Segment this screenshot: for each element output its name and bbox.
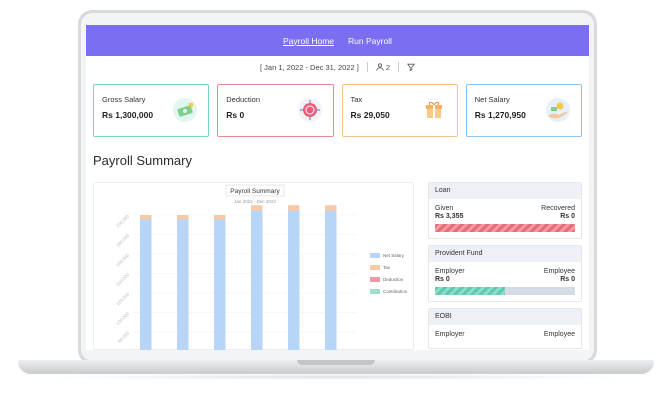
chart-title-box (225, 184, 285, 197)
y-tick-label: 80,000 (117, 330, 131, 344)
pf-progress-fill (435, 287, 505, 295)
net-salary-illustration-icon (546, 98, 570, 122)
y-tick-label: 200,000 (115, 213, 130, 228)
filter-button[interactable] (407, 63, 415, 71)
laptop-base (18, 360, 654, 374)
pf-employer-label: Employer (435, 268, 465, 275)
y-tick-label: 100,000 (115, 311, 130, 326)
top-nav-bar: Payroll Home Run Payroll (86, 25, 589, 56)
tax-gift-illustration-icon (425, 101, 442, 118)
pf-employer-value: Rs 0 (435, 276, 450, 283)
divider (366, 62, 368, 72)
card-label: Gross Salary (102, 95, 146, 104)
bar-net-salary (325, 210, 337, 350)
filter-bar: [ Jan 1, 2022 - Dec 31, 2022 ] 2 (86, 56, 589, 78)
tax-card[interactable]: Tax Rs 29,050 (341, 84, 458, 137)
bar-net-salary (140, 219, 152, 350)
legend-swatch (370, 289, 380, 294)
bar-net-salary (288, 210, 300, 350)
loan-given-value: Rs 3,355 (435, 213, 464, 220)
bar-tax (177, 215, 189, 220)
app-screen: Payroll Home Run Payroll [ Jan 1, 2022 -… (86, 25, 589, 350)
card-value: Rs 1,300,000 (102, 110, 154, 120)
bar-tax (140, 215, 152, 220)
deduction-card[interactable]: Deduction Rs 0 (217, 84, 334, 137)
loan-values: Rs 3,355 Rs 0 (429, 213, 581, 220)
card-label: Tax (350, 95, 363, 104)
chart-title: Payroll Summary (230, 188, 280, 195)
card-value: Rs 1,270,950 (474, 110, 526, 120)
section-title: Payroll Summary (93, 153, 192, 168)
legend-label: Tax (383, 265, 391, 270)
user-icon (376, 63, 384, 71)
bar-net-salary (251, 210, 263, 350)
loan-recovered-label: Recovered (541, 205, 575, 212)
people-count: 2 (385, 62, 390, 72)
loan-progress-bar (435, 224, 575, 232)
bar-tax (325, 205, 337, 211)
laptop-notch (297, 360, 375, 365)
bar-tax (251, 205, 263, 211)
loan-recovered-value: Rs 0 (560, 213, 575, 220)
pf-employee-label: Employee (543, 268, 575, 275)
legend-swatch (370, 277, 380, 282)
card-value: Rs 29,050 (350, 110, 390, 120)
net-salary-card[interactable]: Net Salary Rs 1,270,950 (465, 84, 582, 137)
legend-label: Contribution (383, 289, 408, 294)
legend-swatch (370, 253, 380, 258)
bar-net-salary (214, 219, 226, 350)
bar-tax (288, 205, 300, 211)
payroll-summary-chart-panel: Payroll Summary Jan 2022 - Dec 2022 200,00… (93, 182, 414, 350)
provident-fund-box: Provident Fund Employer Employee Rs 0 Rs… (428, 245, 582, 302)
nav-payroll-home[interactable]: Payroll Home (283, 35, 335, 46)
people-filter[interactable]: 2 (376, 63, 390, 72)
y-tick-label: 160,000 (115, 252, 130, 267)
chart-subtitle: Jan 2022 - Dec 2022 (234, 199, 276, 204)
eobi-box: EOBI Employer Employee (428, 308, 582, 349)
pf-progress-bar (435, 287, 575, 295)
nav-run-payroll[interactable]: Run Payroll (348, 35, 392, 46)
provident-fund-title: Provident Fund (429, 246, 581, 262)
loan-box: Loan Given Recovered Rs 3,355 Rs 0 (428, 182, 582, 239)
card-value: Rs 0 (226, 110, 245, 120)
bar-net-salary (177, 219, 189, 350)
filter-icon (407, 63, 415, 71)
gross-salary-card[interactable]: Gross Salary Rs 1,300,000 (93, 84, 210, 137)
pf-employee-value: Rs 0 (560, 276, 575, 283)
salary-illustration-icon (173, 98, 198, 122)
pf-labels: Employer Employee (429, 268, 581, 275)
eobi-employer-label: Employer (435, 331, 465, 338)
deduction-illustration-icon (297, 98, 322, 122)
date-range-picker[interactable]: [ Jan 1, 2022 - Dec 31, 2022 ] (260, 62, 359, 72)
divider (398, 62, 399, 72)
card-label: Deduction (226, 95, 261, 104)
pf-values: Rs 0 Rs 0 (429, 276, 581, 283)
bar-tax (214, 215, 226, 220)
payroll-summary-chart: Payroll Summary Jan 2022 - Dec 2022 200,00… (115, 184, 408, 350)
legend-swatch (370, 265, 380, 270)
eobi-title: EOBI (429, 309, 581, 325)
loan-given-label: Given (435, 205, 454, 212)
summary-cards: Gross Salary Rs 1,300,000 Deduction Rs 0… (93, 84, 582, 137)
loan-title: Loan (429, 183, 581, 199)
y-tick-label: 180,000 (115, 233, 130, 248)
legend-label: Deduction (383, 277, 404, 282)
eobi-employee-label: Employee (543, 331, 575, 338)
y-tick-label: 140,000 (115, 272, 130, 287)
side-panel: Loan Given Recovered Rs 3,355 Rs 0 Provi… (428, 182, 582, 350)
eobi-labels: Employer Employee (429, 331, 581, 348)
card-label: Net Salary (474, 95, 510, 104)
y-tick-label: 120,000 (115, 291, 130, 306)
loan-labels: Given Recovered (429, 205, 581, 212)
laptop-shadow (40, 374, 632, 380)
legend-label: Net Salary (383, 253, 405, 258)
